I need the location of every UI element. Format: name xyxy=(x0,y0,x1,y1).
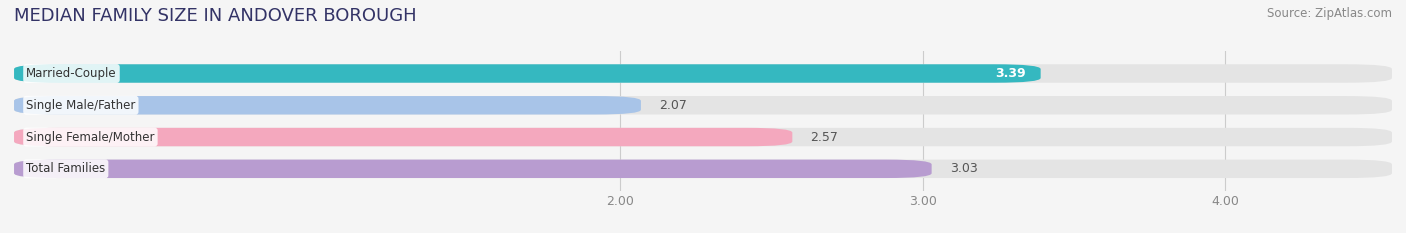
Text: MEDIAN FAMILY SIZE IN ANDOVER BOROUGH: MEDIAN FAMILY SIZE IN ANDOVER BOROUGH xyxy=(14,7,416,25)
Text: 2.57: 2.57 xyxy=(810,130,838,144)
FancyBboxPatch shape xyxy=(14,64,1040,83)
Text: 3.03: 3.03 xyxy=(950,162,977,175)
Text: 2.07: 2.07 xyxy=(659,99,688,112)
Text: Single Female/Mother: Single Female/Mother xyxy=(27,130,155,144)
Text: Married-Couple: Married-Couple xyxy=(27,67,117,80)
FancyBboxPatch shape xyxy=(14,96,641,114)
FancyBboxPatch shape xyxy=(14,160,1392,178)
FancyBboxPatch shape xyxy=(14,64,1392,83)
Text: Total Families: Total Families xyxy=(27,162,105,175)
FancyBboxPatch shape xyxy=(14,96,1392,114)
Text: 3.39: 3.39 xyxy=(995,67,1025,80)
FancyBboxPatch shape xyxy=(14,128,793,146)
Text: Single Male/Father: Single Male/Father xyxy=(27,99,135,112)
FancyBboxPatch shape xyxy=(14,160,932,178)
Text: Source: ZipAtlas.com: Source: ZipAtlas.com xyxy=(1267,7,1392,20)
FancyBboxPatch shape xyxy=(14,128,1392,146)
